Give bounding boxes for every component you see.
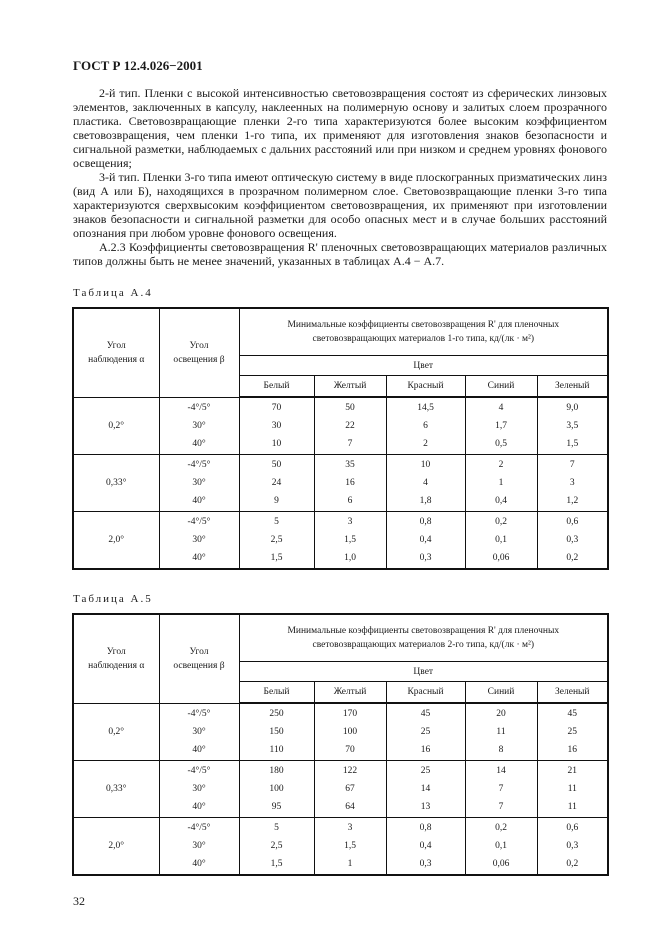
alpha-cell: 0,33° [72,760,160,818]
beta-cell: -4°/5° 30° 40° [158,396,240,455]
value-cell: 35 16 6 [313,454,387,512]
header-title: Минимальные коэффициенты световозвращени… [238,307,609,356]
table-row: 0,33° -4°/5° 30° 40° 180 100 95 122 67 64 25… [72,760,609,818]
header-alpha: Угол наблюдения α [72,613,160,704]
color-header: Белый [238,375,315,398]
table-row: 0,33° -4°/5° 30° 40° 50 24 9 35 16 6 10 4 1,… [72,454,609,512]
value-cell: 2 1 0,4 [464,454,538,512]
value-cell: 0,2 0,1 0,06 [464,511,538,570]
value-cell: 5 2,5 1,5 [238,511,315,570]
value-cell: 10 4 1,8 [385,454,466,512]
value-cell: 0,2 0,1 0,06 [464,817,538,876]
color-header: Красный [385,681,466,704]
color-header: Синий [464,681,538,704]
header-color: Цвет [238,355,609,376]
document-header: ГОСТ Р 12.4.026−2001 [73,58,203,73]
table-caption: Таблица А.5 [73,593,153,605]
alpha-cell: 0,2° [72,702,160,761]
alpha-cell: 2,0° [72,511,160,570]
value-cell: 9,0 3,5 1,5 [536,396,609,455]
value-cell: 50 24 9 [238,454,315,512]
color-header: Белый [238,681,315,704]
paragraph: 3-й тип. Пленки 3-го типа имеют оптическ… [73,170,607,240]
header-color: Цвет [238,661,609,682]
alpha-cell: 0,33° [72,454,160,512]
value-cell: 25 14 13 [385,760,466,818]
table-row: 0,2° -4°/5° 30° 40° 250 150 110 170 100 70 4… [72,702,609,761]
color-header: Красный [385,375,466,398]
beta-cell: -4°/5° 30° 40° [158,511,240,570]
table-a4: Угол наблюдения α Угол освещения β Минимал… [72,307,610,570]
value-cell: 45 25 16 [536,702,609,761]
table-row: 2,0° -4°/5° 30° 40° 5 2,5 1,5 3 1,5 1 0,8 0,… [72,817,609,876]
value-cell: 14 7 7 [464,760,538,818]
color-header: Желтый [313,375,387,398]
value-cell: 0,6 0,3 0,2 [536,511,609,570]
alpha-cell: 0,2° [72,396,160,455]
value-cell: 7 3 1,2 [536,454,609,512]
value-cell: 20 11 8 [464,702,538,761]
value-cell: 180 100 95 [238,760,315,818]
color-header: Желтый [313,681,387,704]
alpha-cell: 2,0° [72,817,160,876]
beta-cell: -4°/5° 30° 40° [158,760,240,818]
value-cell: 5 2,5 1,5 [238,817,315,876]
table-row: 2,0° -4°/5° 30° 40° 5 2,5 1,5 3 1,5 1,0 0,8 … [72,511,609,570]
value-cell: 0,8 0,4 0,3 [385,817,466,876]
body-text: 2-й тип. Пленки с высокой интенсивностью… [73,86,607,268]
page-number: 32 [73,894,85,908]
value-cell: 122 67 64 [313,760,387,818]
value-cell: 14,5 6 2 [385,396,466,455]
header-title: Минимальные коэффициенты световозвращени… [238,613,609,662]
value-cell: 0,6 0,3 0,2 [536,817,609,876]
header-beta: Угол освещения β [158,613,240,704]
paragraph: А.2.3 Коэффициенты световозвращения R' п… [73,240,607,268]
table-a5: Угол наблюдения α Угол освещения β Минимал… [72,613,610,876]
value-cell: 50 22 7 [313,396,387,455]
color-header: Синий [464,375,538,398]
paragraph: 2-й тип. Пленки с высокой интенсивностью… [73,86,607,170]
beta-cell: -4°/5° 30° 40° [158,454,240,512]
value-cell: 70 30 10 [238,396,315,455]
value-cell: 3 1,5 1,0 [313,511,387,570]
table-caption: Таблица А.4 [73,287,153,299]
header-beta: Угол освещения β [158,307,240,398]
table-row: 0,2° -4°/5° 30° 40° 70 30 10 50 22 7 14,5 6 … [72,396,609,455]
color-header: Зеленый [536,681,609,704]
beta-cell: -4°/5° 30° 40° [158,702,240,761]
value-cell: 4 1,7 0,5 [464,396,538,455]
header-alpha: Угол наблюдения α [72,307,160,398]
value-cell: 45 25 16 [385,702,466,761]
value-cell: 21 11 11 [536,760,609,818]
value-cell: 0,8 0,4 0,3 [385,511,466,570]
beta-cell: -4°/5° 30° 40° [158,817,240,876]
value-cell: 170 100 70 [313,702,387,761]
value-cell: 3 1,5 1 [313,817,387,876]
color-header: Зеленый [536,375,609,398]
value-cell: 250 150 110 [238,702,315,761]
